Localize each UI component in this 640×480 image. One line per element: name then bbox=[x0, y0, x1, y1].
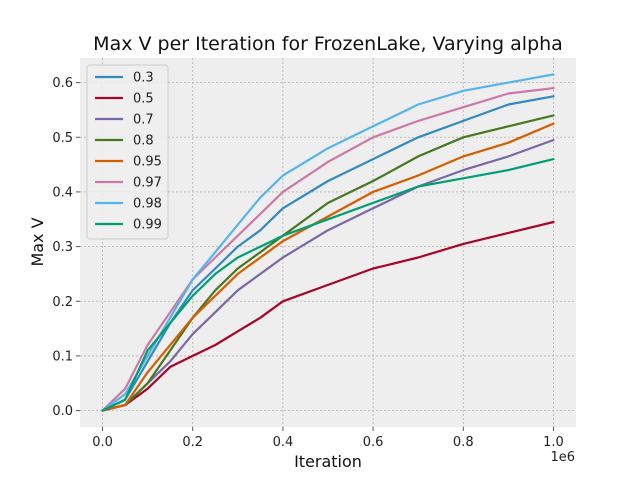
x-axis-ticks: 0.0 0.2 0.4 0.6 0.8 1.0 bbox=[92, 427, 564, 450]
legend-box bbox=[86, 64, 169, 240]
series-line-0_7 bbox=[101, 138, 555, 412]
series-line-0_97 bbox=[101, 86, 555, 412]
legend-entry-label: 0.7 bbox=[133, 113, 154, 128]
y-tick-label: 0.2 bbox=[52, 295, 73, 310]
legend-entry-label: 0.95 bbox=[133, 155, 162, 170]
y-axis-label: Max V bbox=[28, 217, 47, 266]
series-line-0_95 bbox=[101, 122, 555, 412]
legend-entry-label: 0.97 bbox=[133, 176, 162, 191]
series-lines bbox=[101, 73, 555, 412]
chart-title: Max V per Iteration for FrozenLake, Vary… bbox=[93, 33, 563, 55]
y-tick-label: 0.4 bbox=[52, 185, 73, 200]
series-line-0_3 bbox=[101, 95, 555, 412]
y-tick-label: 0.1 bbox=[52, 349, 73, 364]
x-tick-label: 0.8 bbox=[453, 435, 474, 450]
legend-entry-label: 0.98 bbox=[133, 197, 162, 212]
legend-entry-label: 0.5 bbox=[133, 92, 154, 107]
series-line-0_8 bbox=[101, 114, 555, 412]
grid bbox=[80, 58, 576, 427]
y-tick-label: 0.5 bbox=[52, 131, 73, 146]
x-tick-label: 0.2 bbox=[182, 435, 203, 450]
series-line-0_99 bbox=[101, 158, 555, 412]
series-line-0_5 bbox=[101, 220, 555, 412]
x-axis-offset-label: 1e6 bbox=[550, 450, 575, 465]
y-tick-label: 0.0 bbox=[52, 404, 73, 419]
x-tick-label: 0.0 bbox=[92, 435, 113, 450]
x-tick-label: 0.4 bbox=[273, 435, 294, 450]
y-tick-label: 0.6 bbox=[52, 76, 73, 91]
legend-entry-label: 0.3 bbox=[133, 71, 154, 86]
legend-entry-label: 0.8 bbox=[133, 134, 154, 149]
series-line-0_98 bbox=[101, 73, 555, 412]
y-axis-ticks: 0.0 0.1 0.2 0.3 0.4 0.5 0.6 bbox=[52, 76, 80, 419]
x-tick-label: 0.6 bbox=[363, 435, 384, 450]
x-axis-label: Iteration bbox=[294, 452, 362, 471]
legend-entry-label: 0.99 bbox=[133, 218, 162, 233]
y-tick-label: 0.3 bbox=[52, 240, 73, 255]
x-tick-label: 1.0 bbox=[543, 435, 564, 450]
legend: 0.3 0.5 0.7 0.8 0.95 0.97 0.98 0.99 bbox=[86, 64, 169, 240]
